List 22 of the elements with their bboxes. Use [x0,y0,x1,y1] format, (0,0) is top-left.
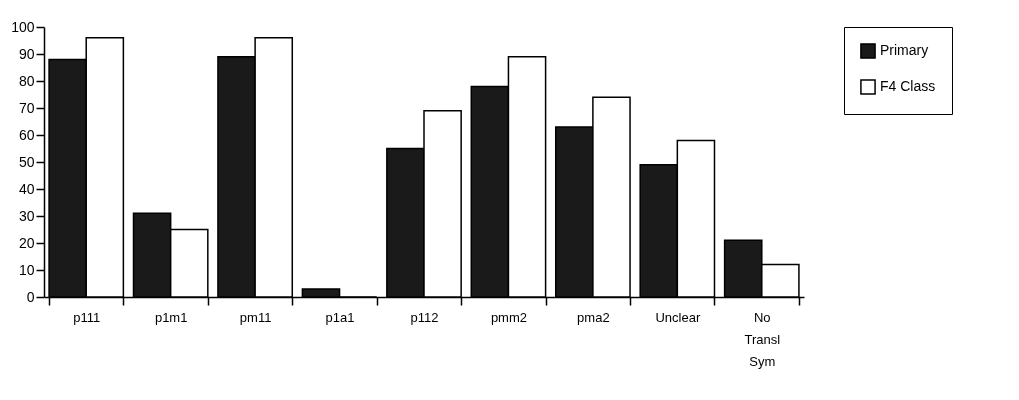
legend-label: F4 Class [880,78,936,94]
y-tick-label: 10 [18,261,35,278]
x-tick-label: Unclear [655,309,701,325]
legend-label: Primary [880,42,929,58]
x-tick-label: pma2 [577,309,610,325]
y-tick-label: 80 [18,72,35,89]
x-tick-label: pm11 [239,309,272,325]
x-tick-label: p112 [410,309,439,325]
y-tick-label: 30 [18,207,35,224]
y-tick-label: 20 [18,234,35,251]
x-tick-label: p111 [73,309,101,325]
x-tick-label: No Transl Sym [744,309,781,369]
y-tick-label: 70 [18,99,35,116]
y-tick-label: 90 [18,45,35,62]
y-tick-label: 60 [18,126,35,143]
y-tick-label: 40 [18,180,35,197]
y-tick-label: 100 [11,18,35,35]
x-tick-label: p1m1 [154,309,188,325]
y-tick-label: 50 [18,153,35,170]
x-tick-label: pmm2 [490,309,528,325]
x-tick-label: p1a1 [325,309,355,325]
y-tick-label: 0 [26,288,35,305]
